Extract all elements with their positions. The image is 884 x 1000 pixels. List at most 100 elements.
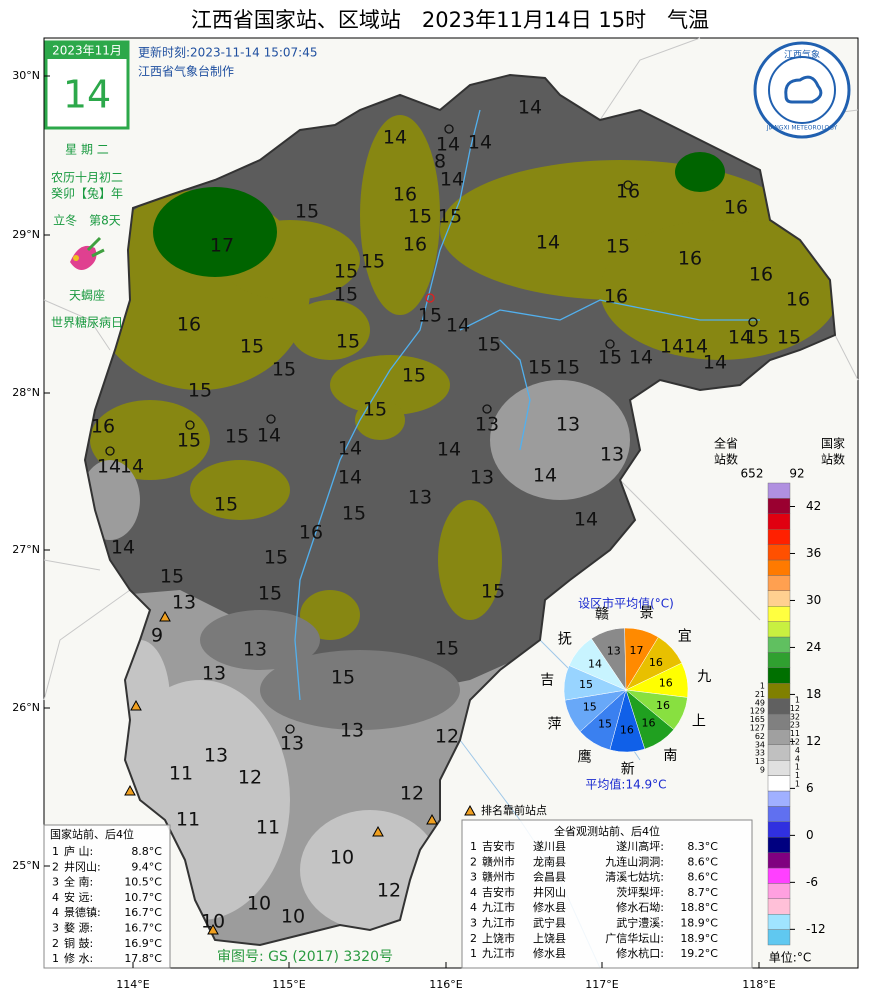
province-table-cell: 修水县 bbox=[533, 900, 566, 914]
station-temperature: 13 bbox=[340, 720, 364, 742]
province-count: 49 bbox=[755, 698, 765, 707]
colorbar-swatch bbox=[767, 929, 791, 946]
pie-value: 15 bbox=[583, 701, 597, 714]
station-temperature: 16 bbox=[786, 289, 810, 311]
station-temperature: 13 bbox=[600, 444, 624, 466]
lon-label: 115°E bbox=[272, 978, 305, 991]
province-table-cell: 广信华坛山: bbox=[605, 931, 664, 945]
province-table-cell: 九江市 bbox=[482, 900, 515, 914]
station-temperature: 14 bbox=[257, 425, 281, 447]
pie-title: 设区市平均值(°C) bbox=[578, 596, 674, 611]
station-temperature: 15 bbox=[258, 583, 282, 605]
pie-average: 平均值:14.9°C bbox=[585, 777, 666, 792]
province-count: 13 bbox=[755, 757, 765, 766]
province-table-cell: 九连山洞洞: bbox=[605, 855, 664, 868]
national-table-cell: 全 南: bbox=[64, 875, 93, 889]
national-table-cell: 8.8°C bbox=[131, 845, 162, 858]
station-temperature: 15 bbox=[177, 430, 201, 452]
colorbar-swatch bbox=[767, 667, 791, 684]
province-table-cell: 茨坪梨坪: bbox=[616, 885, 664, 899]
colorbar-swatch bbox=[767, 498, 791, 514]
national-table bbox=[43, 824, 171, 969]
station-temperature: 14 bbox=[338, 467, 362, 489]
station-temperature: 14 bbox=[533, 465, 557, 487]
station-temperature: 15 bbox=[264, 547, 288, 569]
pie-category: 南 bbox=[663, 748, 677, 764]
pie-value: 13 bbox=[607, 645, 621, 658]
pie-category: 景 bbox=[640, 605, 654, 621]
station-temperature: 10 bbox=[281, 906, 305, 928]
station-temperature: 17 bbox=[210, 235, 234, 257]
province-count: 1 bbox=[760, 682, 765, 691]
colorbar-swatch bbox=[767, 606, 791, 622]
national-table-cell: 3 bbox=[52, 922, 59, 935]
pie-category: 新 bbox=[621, 761, 635, 777]
station-temperature: 15 bbox=[477, 334, 501, 356]
station-temperature: 15 bbox=[777, 327, 801, 349]
national-table-cell: 庐 山: bbox=[64, 844, 93, 858]
province-table-cell: 3 bbox=[470, 871, 477, 884]
province-table-cell: 清溪七姑坑: bbox=[605, 870, 664, 884]
colorbar-swatch bbox=[767, 590, 791, 607]
station-temperature: 14 bbox=[437, 439, 461, 461]
province-table-cell: 18.8°C bbox=[680, 901, 718, 914]
station-temperature: 16 bbox=[724, 197, 748, 219]
colorbar-swatch bbox=[767, 775, 791, 792]
province-table-cell: 18.9°C bbox=[680, 932, 718, 945]
pie-value: 16 bbox=[656, 699, 670, 712]
province-count: 62 bbox=[755, 732, 765, 741]
national-table-cell: 10.5°C bbox=[124, 876, 162, 889]
station-temperature: 12 bbox=[238, 767, 262, 789]
pie-value: 17 bbox=[629, 644, 643, 657]
station-temperature: 11 bbox=[176, 809, 200, 831]
station-temperature: 12 bbox=[377, 880, 401, 902]
station-temperature: 15 bbox=[598, 347, 622, 369]
pie-category: 宜 bbox=[678, 629, 692, 645]
station-temperature: 11 bbox=[169, 763, 193, 785]
colorbar-swatch bbox=[767, 636, 791, 653]
province-table-cell: 修水杭口: bbox=[616, 946, 664, 960]
station-temperature: 12 bbox=[435, 726, 459, 748]
station-temperature: 14 bbox=[383, 127, 407, 149]
province-table-cell: 吉安市 bbox=[482, 839, 515, 853]
city-markers bbox=[105, 124, 758, 734]
province-table-cell: 3 bbox=[470, 917, 477, 930]
national-table-cell: 3 bbox=[52, 876, 59, 889]
colorbar-swatch bbox=[767, 529, 791, 545]
province-table-cell: 武宁县 bbox=[533, 916, 566, 930]
colorbar-tick-label: 6 bbox=[806, 781, 814, 795]
solar-term: 立冬 第8天 bbox=[53, 213, 121, 228]
national-table-cell: 17.8°C bbox=[124, 952, 162, 965]
province-table-cell: 1 bbox=[470, 840, 477, 853]
province-count: 129 bbox=[750, 707, 765, 716]
pie-category: 九 bbox=[697, 669, 711, 685]
province-table-cell: 2 bbox=[470, 932, 477, 945]
province-count: 21 bbox=[755, 690, 765, 699]
province-table-cell: 8.7°C bbox=[687, 886, 718, 899]
station-temperature: 16 bbox=[299, 522, 323, 544]
station-temperature: 15 bbox=[606, 236, 630, 258]
colorbar-swatch bbox=[767, 513, 791, 530]
station-temperature: 10 bbox=[330, 847, 354, 869]
lunar-date: 农历十月初二 bbox=[51, 171, 123, 185]
province-count-label: 全省 bbox=[714, 436, 738, 451]
province-table-cell: 遂川高坪: bbox=[616, 839, 664, 853]
approval-number: 审图号: GS (2017) 3320号 bbox=[217, 949, 393, 965]
province-table-cell: 修水石坳: bbox=[616, 900, 664, 914]
station-temperature: 15 bbox=[295, 201, 319, 223]
province-table-cell: 九江市 bbox=[482, 946, 515, 960]
station-temperature: 15 bbox=[331, 667, 355, 689]
pie-category: 抚 bbox=[558, 631, 572, 647]
zodiac: 天蝎座 bbox=[69, 288, 105, 303]
station-temperature: 13 bbox=[556, 414, 580, 436]
pie-category: 赣 bbox=[595, 606, 609, 622]
colorbar-swatch bbox=[767, 898, 791, 915]
colorbar-swatch bbox=[767, 544, 791, 561]
province-table-cell: 井冈山 bbox=[533, 885, 566, 899]
national-count-label: 国家 bbox=[821, 436, 845, 451]
colorbar-swatch bbox=[767, 852, 791, 869]
province-table-cell: 4 bbox=[470, 886, 477, 899]
station-temperature: 13 bbox=[202, 663, 226, 685]
national-count: 32 bbox=[790, 712, 800, 721]
